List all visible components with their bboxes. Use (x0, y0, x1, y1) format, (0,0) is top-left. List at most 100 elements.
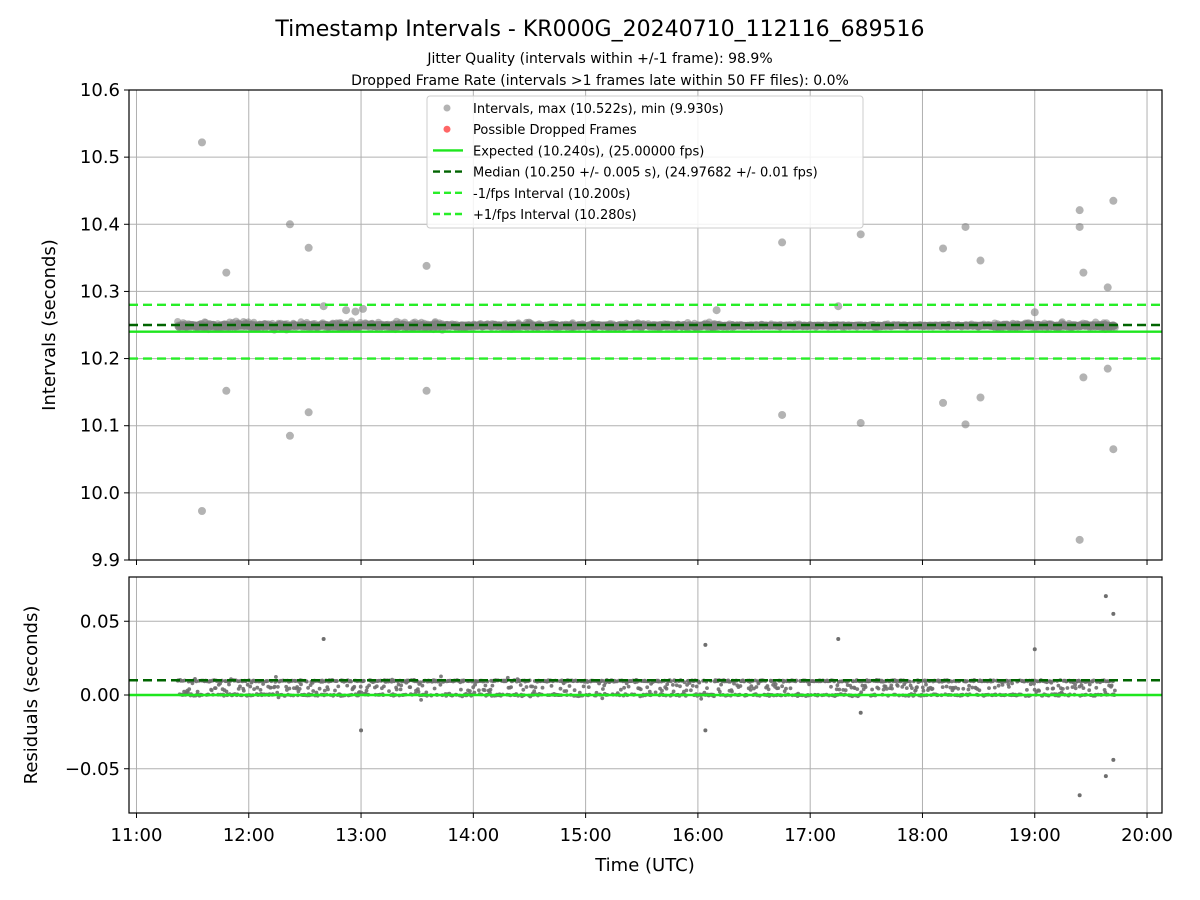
residual-point (678, 684, 682, 689)
residual-point (276, 685, 280, 689)
residual-point (889, 683, 894, 688)
residual-point (788, 686, 793, 691)
interval-outlier-point (1103, 283, 1112, 292)
interval-outlier-point (342, 306, 351, 315)
residual-point (784, 686, 788, 691)
x-tick-label: 11:00 (111, 825, 163, 846)
residual-point (364, 688, 369, 693)
residual-point (477, 688, 481, 693)
legend-marker (443, 125, 451, 133)
interval-outlier-point (197, 138, 206, 147)
residual-outlier-point (1103, 594, 1108, 599)
residual-point (921, 688, 926, 693)
residual-point (991, 678, 996, 683)
legend-label: Intervals, max (10.522s), min (9.930s) (473, 102, 724, 117)
residual-point (362, 678, 366, 683)
residual-point (915, 685, 919, 690)
residual-point (660, 688, 664, 693)
interval-outlier-point (304, 243, 313, 252)
residual-point (209, 688, 214, 693)
residual-point (187, 687, 192, 691)
intervals-y-tick-label: 10.0 (80, 483, 120, 504)
residual-outlier-point (359, 728, 364, 733)
intervals-y-tick-label: 10.2 (80, 349, 120, 370)
residual-point (1087, 688, 1092, 693)
residual-point (224, 689, 229, 694)
residuals-y-tick-label: −0.05 (65, 759, 120, 780)
residual-outlier-point (1077, 793, 1082, 798)
residual-point (600, 696, 605, 701)
residual-point (1028, 682, 1033, 687)
residual-point (807, 682, 811, 687)
residual-point (987, 686, 991, 690)
residual-point (694, 684, 699, 689)
residual-point (374, 684, 379, 689)
residual-point (352, 684, 357, 689)
interval-outlier-point (1109, 445, 1118, 454)
residual-outlier-point (1111, 757, 1116, 762)
interval-outlier-point (422, 386, 431, 395)
residuals-y-ticks: −0.05 0.00 0.05 (65, 611, 129, 780)
residual-point (1037, 689, 1041, 693)
interval-outlier-point (778, 410, 787, 419)
residual-point (664, 686, 669, 691)
interval-outlier-point (222, 386, 231, 395)
residual-point (940, 685, 945, 689)
residual-point (1094, 685, 1099, 690)
residual-point (326, 687, 330, 692)
residual-point (335, 679, 339, 683)
residual-point (419, 698, 423, 702)
interval-outlier-point (422, 261, 431, 270)
residual-point (837, 687, 842, 692)
residual-point (780, 684, 784, 689)
residual-point (572, 688, 577, 693)
residual-point (730, 689, 734, 694)
residual-point (645, 685, 650, 690)
residual-point (530, 684, 535, 689)
residual-point (258, 688, 263, 692)
residual-point (1109, 683, 1114, 688)
residual-point (1045, 686, 1050, 691)
residual-point (1061, 687, 1065, 691)
residual-point (956, 686, 961, 691)
residual-point (776, 686, 781, 690)
residual-point (367, 683, 371, 688)
residual-point (490, 683, 495, 688)
residual-point (619, 687, 623, 692)
interval-outlier-point (1075, 535, 1084, 544)
residual-outlier-point (321, 636, 326, 641)
intervals-y-tick-label: 10.3 (80, 281, 120, 302)
interval-outlier-point (1075, 206, 1084, 215)
residual-point (540, 685, 545, 690)
residual-point (1065, 686, 1070, 690)
residual-point (297, 687, 302, 691)
interval-outlier-point (778, 238, 787, 247)
x-tick-label: 16:00 (672, 825, 724, 846)
residual-point (358, 684, 363, 689)
residual-outlier-point (1103, 774, 1108, 779)
interval-outlier-point (834, 302, 843, 311)
residual-point (387, 689, 391, 693)
intervals-panel: 9.9 10.0 10.1 10.2 10.3 10.4 10.5 10.6 Interval… (39, 80, 1163, 571)
residual-point (586, 685, 591, 689)
intervals-y-axis-label: Intervals (seconds) (39, 239, 60, 411)
residual-point (1025, 688, 1029, 692)
residual-point (996, 683, 1001, 688)
x-tick-label: 20:00 (1121, 825, 1173, 846)
residual-point (468, 689, 472, 693)
residual-point (299, 682, 303, 687)
residual-point (399, 683, 404, 688)
interval-outlier-point (856, 419, 865, 428)
residual-point (843, 688, 848, 693)
residual-point (274, 675, 278, 679)
legend-label: -1/fps Interval (10.200s) (473, 187, 630, 202)
residual-point (195, 689, 200, 694)
residual-point (248, 684, 253, 689)
residual-point (420, 683, 425, 688)
residual-point (416, 689, 421, 694)
residual-point (1007, 685, 1011, 689)
x-tick-label: 12:00 (223, 825, 275, 846)
residual-outlier-point (1032, 647, 1037, 652)
residuals-y-axis-label: Residuals (seconds) (21, 606, 42, 785)
